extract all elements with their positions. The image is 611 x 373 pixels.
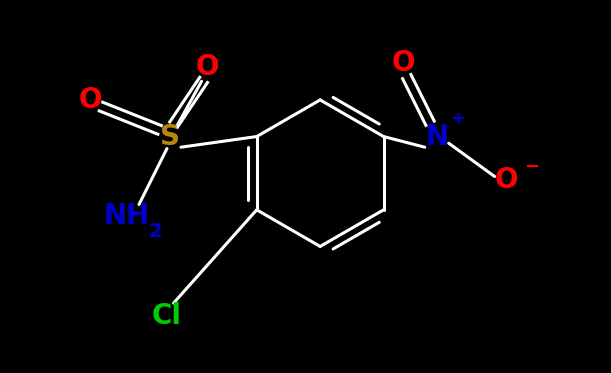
Text: Cl: Cl <box>152 303 182 330</box>
Text: O: O <box>495 166 518 194</box>
Text: 2: 2 <box>148 222 162 241</box>
Text: N: N <box>425 123 448 151</box>
Text: −: − <box>524 157 540 176</box>
Text: O: O <box>392 49 415 77</box>
Text: NH: NH <box>104 203 150 231</box>
Text: S: S <box>160 123 180 151</box>
Text: +: + <box>450 110 466 128</box>
Text: O: O <box>79 86 102 114</box>
Text: O: O <box>195 53 219 81</box>
